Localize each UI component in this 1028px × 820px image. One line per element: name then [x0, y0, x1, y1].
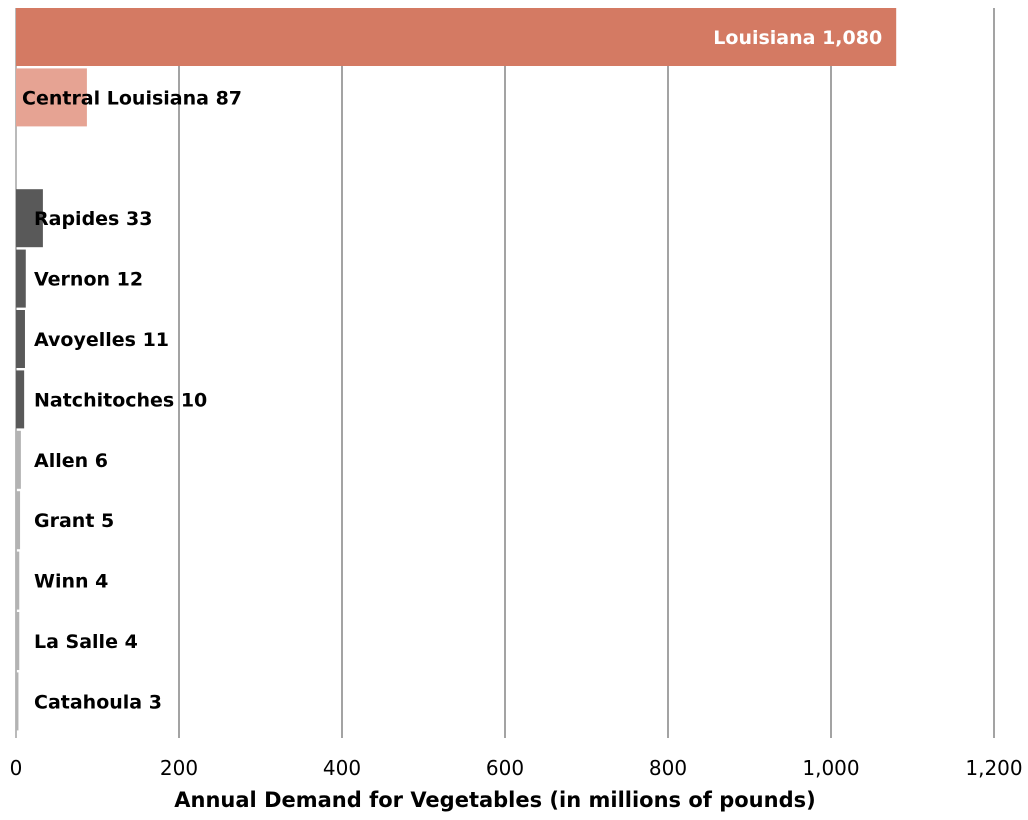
- x-tick-label: 800: [649, 756, 687, 780]
- bar: [16, 672, 19, 731]
- bar: [16, 310, 25, 368]
- bar: [16, 551, 20, 610]
- x-axis-ticks: 0 200 400 600 800 1,000 1,200: [10, 756, 1023, 780]
- x-tick-label: 0: [10, 756, 23, 780]
- bar-label: Natchitoches 10: [34, 389, 207, 411]
- bar-label: Catahoula 3: [34, 691, 162, 713]
- bar-label: La Salle 4: [34, 631, 138, 653]
- x-tick-label: 400: [323, 756, 361, 780]
- bar: [16, 491, 21, 550]
- bar-label: Vernon 12: [34, 269, 143, 291]
- x-tick-label: 1,000: [802, 756, 859, 780]
- bar: [16, 612, 20, 670]
- bar-labels: Louisiana 1,080 Central Louisiana 87 Rapid…: [22, 27, 882, 713]
- x-tick-label: 600: [486, 756, 524, 780]
- bar: [16, 189, 43, 248]
- bar-label: Winn 4: [34, 571, 108, 593]
- bars: [16, 8, 897, 731]
- bar-label: Allen 6: [34, 450, 108, 472]
- bar-label: Central Louisiana 87: [22, 87, 242, 109]
- bar: [16, 370, 25, 429]
- bar: [16, 8, 897, 66]
- bar: [16, 249, 26, 308]
- x-tick-label: 1,200: [965, 756, 1022, 780]
- x-axis-title: Annual Demand for Vegetables (in million…: [174, 788, 815, 812]
- bar: [16, 430, 21, 489]
- bar-label: Avoyelles 11: [34, 329, 169, 351]
- gridlines: [15, 8, 995, 738]
- bar-label: Rapides 33: [34, 208, 152, 230]
- bar-label: Louisiana 1,080: [713, 27, 882, 49]
- bar-label: Grant 5: [34, 510, 114, 532]
- x-tick-label: 200: [160, 756, 198, 780]
- bar: [16, 68, 87, 127]
